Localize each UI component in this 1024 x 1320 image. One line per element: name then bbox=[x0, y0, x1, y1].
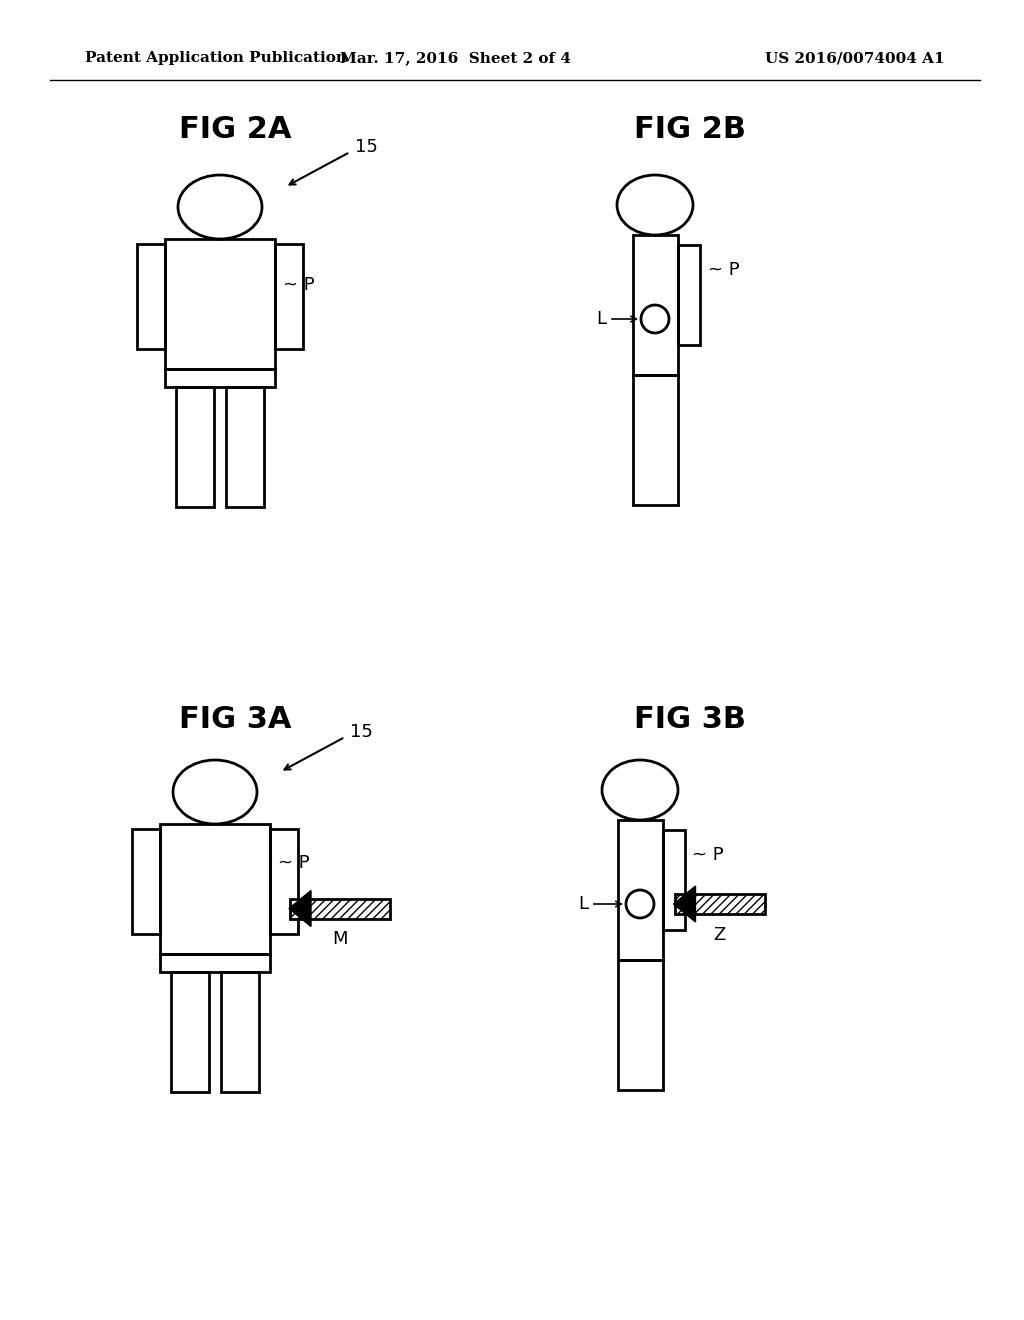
Bar bbox=[617, 820, 663, 960]
Text: L: L bbox=[578, 895, 588, 913]
Text: ~ P: ~ P bbox=[278, 854, 309, 873]
Bar bbox=[165, 239, 275, 370]
Bar bbox=[132, 829, 160, 935]
Bar bbox=[675, 894, 765, 913]
Bar bbox=[160, 824, 270, 954]
Text: M: M bbox=[332, 931, 348, 949]
Text: FIG 2B: FIG 2B bbox=[634, 116, 746, 144]
Bar bbox=[165, 370, 275, 387]
Text: FIG 3A: FIG 3A bbox=[179, 705, 291, 734]
Text: ~ P: ~ P bbox=[283, 276, 314, 293]
Bar bbox=[678, 246, 699, 345]
Text: 15: 15 bbox=[355, 139, 378, 156]
Polygon shape bbox=[289, 891, 311, 927]
Text: ~ P: ~ P bbox=[692, 846, 724, 865]
Bar bbox=[226, 387, 264, 507]
Bar bbox=[633, 235, 678, 375]
Bar bbox=[160, 954, 270, 972]
Text: L: L bbox=[596, 310, 606, 327]
Text: Patent Application Publication: Patent Application Publication bbox=[85, 51, 347, 65]
Bar bbox=[270, 829, 298, 935]
Bar bbox=[617, 960, 663, 1090]
Bar bbox=[137, 244, 165, 348]
Bar bbox=[171, 972, 209, 1092]
Text: Z: Z bbox=[714, 927, 726, 944]
Text: US 2016/0074004 A1: US 2016/0074004 A1 bbox=[765, 51, 945, 65]
Bar bbox=[176, 387, 214, 507]
Text: FIG 2A: FIG 2A bbox=[179, 116, 291, 144]
Polygon shape bbox=[674, 886, 695, 921]
Bar bbox=[663, 830, 684, 931]
Text: Mar. 17, 2016  Sheet 2 of 4: Mar. 17, 2016 Sheet 2 of 4 bbox=[340, 51, 570, 65]
Text: 15: 15 bbox=[350, 723, 373, 741]
Bar bbox=[290, 899, 390, 919]
Text: ~ P: ~ P bbox=[708, 261, 739, 279]
Bar bbox=[275, 244, 303, 348]
Bar bbox=[221, 972, 259, 1092]
Bar bbox=[633, 375, 678, 506]
Text: FIG 3B: FIG 3B bbox=[634, 705, 746, 734]
